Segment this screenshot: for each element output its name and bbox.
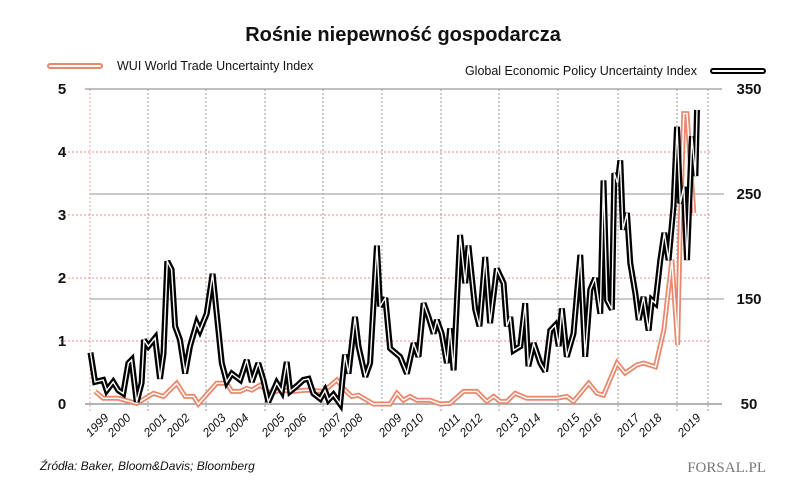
x-tick-label: 2016 bbox=[575, 411, 605, 441]
legend-label-epu: Global Economic Policy Uncertainty Index bbox=[465, 64, 698, 78]
x-tick-label: 2005 bbox=[258, 411, 288, 441]
logo-text: FORSAL.PL bbox=[687, 460, 766, 476]
left-tick-label: 1 bbox=[58, 333, 66, 350]
legend-epu: Global Economic Policy Uncertainty Index bbox=[465, 64, 766, 78]
wui-line-inner bbox=[94, 112, 695, 406]
left-tick-label: 5 bbox=[58, 81, 66, 98]
x-tick-label: 2012 bbox=[456, 411, 486, 441]
x-tick-label: 2014 bbox=[514, 411, 544, 441]
x-tick-label: 2003 bbox=[199, 411, 229, 441]
x-tick-label: 2013 bbox=[492, 411, 522, 441]
x-tick-label: 2009 bbox=[375, 411, 405, 441]
x-tick-label: 2002 bbox=[163, 411, 193, 441]
x-tick-label: 2010 bbox=[397, 411, 427, 441]
x-tick-label: 2000 bbox=[104, 411, 134, 441]
right-tick-label: 350 bbox=[736, 81, 761, 98]
x-tick-label: 2017 bbox=[613, 410, 643, 440]
x-tick-label: 2018 bbox=[635, 411, 665, 441]
left-tick-label: 0 bbox=[58, 396, 66, 413]
x-tick-label: 2006 bbox=[280, 411, 310, 441]
left-tick-label: 2 bbox=[58, 270, 66, 287]
left-tick-label: 3 bbox=[58, 207, 66, 224]
series-lines bbox=[87, 109, 700, 413]
x-tick-label: 2004 bbox=[222, 411, 252, 441]
x-tick-label: 1999 bbox=[83, 411, 112, 440]
right-tick-label: 250 bbox=[736, 186, 761, 203]
x-tick-label: 2008 bbox=[336, 411, 366, 441]
source-note: Źródła: Baker, Bloom&Davis; Bloomberg bbox=[39, 458, 255, 473]
legend-label-wui: WUI World Trade Uncertainty Index bbox=[117, 59, 314, 73]
legend-wui: WUI World Trade Uncertainty Index bbox=[47, 59, 314, 73]
grid bbox=[60, 88, 724, 412]
chart-title: Rośnie niepewność gospodarcza bbox=[245, 24, 562, 46]
x-tick-label: 2001 bbox=[140, 411, 169, 440]
epu-line-inner bbox=[89, 109, 698, 406]
right-tick-label: 50 bbox=[741, 396, 758, 413]
x-tick-label: 2019 bbox=[674, 411, 704, 441]
x-tick-label: 2011 bbox=[434, 411, 463, 440]
left-tick-label: 4 bbox=[58, 144, 67, 161]
x-tick-label: 2015 bbox=[553, 411, 583, 441]
right-tick-label: 150 bbox=[736, 291, 761, 308]
forsal-logo: FORSAL.PL bbox=[687, 460, 766, 476]
